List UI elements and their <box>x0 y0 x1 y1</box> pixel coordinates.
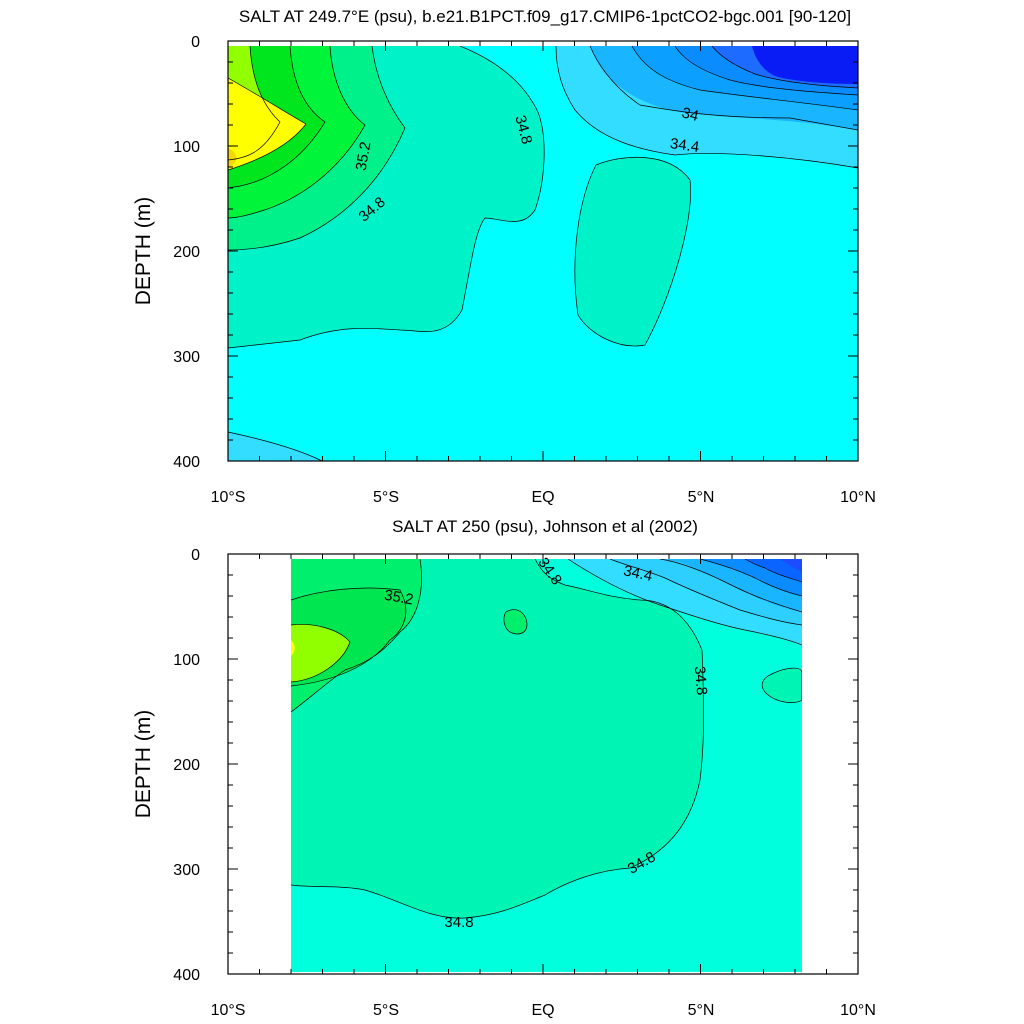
panel-2: SALT AT 250 (psu), Johnson et al (2002) <box>132 517 876 1019</box>
panel-1-contour-label: 34.4 <box>669 135 700 156</box>
panel-1: SALT AT 249.7°E (psu), b.e21.B1PCT.f09_g… <box>132 7 876 506</box>
panel-2-region-eq-blob <box>503 609 527 634</box>
panel-1-region-max <box>228 148 237 168</box>
panel-2-contour-35-4 <box>291 624 351 683</box>
panel-2-contour-35-0 <box>291 559 422 713</box>
panel-1-title: SALT AT 249.7°E (psu), b.e21.B1PCT.f09_g… <box>239 7 851 26</box>
panel-2-x-tick-label: 5°S <box>373 1002 399 1019</box>
panel-1-region-33-4 <box>752 46 858 84</box>
panel-1-contour-label: 35.2 <box>353 140 375 172</box>
panel-2-contour-label: 34.8 <box>444 914 473 931</box>
panel-1-contour-34-0 <box>631 46 858 111</box>
panel-2-y-tick-label: 300 <box>173 862 200 879</box>
panel-1-contour-34-4 <box>555 46 858 169</box>
panel-2-contour-34-8 <box>291 559 704 919</box>
panel-2-x-tick-label: 5°N <box>688 1002 715 1019</box>
panel-1-x-tick-label: 5°S <box>373 489 399 506</box>
panel-1-contour-35-0 <box>228 46 406 251</box>
panel-1-x-tick-labels: 10°S 5°S EQ 5°N 10°N <box>211 489 876 506</box>
panel-2-region-33-8 <box>745 559 802 582</box>
panel-2-contour-eq-blob <box>503 609 528 635</box>
panel-1-contour-fill <box>228 46 858 461</box>
panel-1-y-tick-label: 400 <box>173 454 200 471</box>
panel-2-x-tick-label: 10°S <box>211 1002 246 1019</box>
panel-2-contour-34-0 <box>699 559 802 597</box>
panel-2-contour-34-6 <box>567 559 802 646</box>
panel-1-contour-34-8-a <box>228 46 545 349</box>
panel-1-y-tick-label: 300 <box>173 349 200 366</box>
panel-2-contour-label: 34.8 <box>691 665 710 696</box>
panel-2-contour-35-2 <box>291 587 407 687</box>
panel-1-y-tick-label: 0 <box>191 34 200 51</box>
panel-2-title: SALT AT 250 (psu), Johnson et al (2002) <box>392 517 698 536</box>
panel-1-region-equatorial-blob <box>574 157 691 346</box>
panel-2-x-tick-label: 10°N <box>840 1002 876 1019</box>
panel-1-contour-34-8-b <box>574 156 691 347</box>
panel-1-contour-35-2 <box>228 46 366 219</box>
panel-2-region-max <box>291 640 295 656</box>
panel-2-y-tick-label: 0 <box>191 547 200 564</box>
panel-2-ylabel: DEPTH (m) <box>132 710 155 819</box>
panel-1-y-tick-labels: 0 100 200 300 400 <box>173 34 200 471</box>
panel-2-contour-fill <box>291 559 802 972</box>
panel-1-ylabel: DEPTH (m) <box>132 197 155 306</box>
panel-1-tick-marks <box>227 40 859 462</box>
panel-1-x-tick-label: 5°N <box>688 489 715 506</box>
panel-1-x-tick-label: 10°N <box>840 489 876 506</box>
panel-1-y-tick-label: 100 <box>173 139 200 156</box>
panel-2-region-34-8-right <box>762 668 802 703</box>
panel-1-y-tick-label: 200 <box>173 244 200 261</box>
panel-1-region-35-8 <box>228 78 306 170</box>
panel-1-x-tick-label: 10°S <box>211 489 246 506</box>
panel-2-x-tick-label: EQ <box>531 1002 554 1019</box>
panel-2-contour-right-blob <box>761 667 802 703</box>
panel-2-contour-34-2 <box>659 559 802 613</box>
panel-2-y-tick-labels: 0 100 200 300 400 <box>173 547 200 984</box>
panel-1-contour-label: 34 <box>680 104 701 125</box>
panel-2-y-tick-label: 200 <box>173 757 200 774</box>
panel-1-x-tick-label: EQ <box>531 489 554 506</box>
panel-1-contour-35-6 <box>228 46 281 161</box>
panel-2-y-tick-label: 400 <box>173 967 200 984</box>
panel-1-contour-33-6 <box>711 46 858 89</box>
panel-2-contour-label: 35.2 <box>383 587 415 609</box>
panel-1-contour-35-8 <box>228 77 307 171</box>
panel-1-contour-35-4 <box>228 46 326 189</box>
panel-2-contour-label: 34.4 <box>622 562 654 585</box>
panel-2-y-tick-label: 100 <box>173 652 200 669</box>
panel-2-x-tick-labels: 10°S 5°S EQ 5°N 10°N <box>211 1002 876 1019</box>
panel-1-contour-33-8 <box>674 46 858 96</box>
panel-1-contour-label: 34.8 <box>511 114 535 147</box>
panel-1-region-bottom-fresh <box>228 432 322 461</box>
panel-2-contour-33-8 <box>744 559 802 583</box>
panel-2-region-34-8 <box>291 559 704 919</box>
panel-1-contour-bottom <box>228 431 323 461</box>
panel-1-contour-34-2 <box>589 46 858 131</box>
panel-2-tick-marks <box>227 553 859 975</box>
panel-2-contour-34-4 <box>609 559 802 626</box>
panel-2-region-35-4 <box>291 624 350 682</box>
panel-2-region-33-6 <box>780 559 802 572</box>
